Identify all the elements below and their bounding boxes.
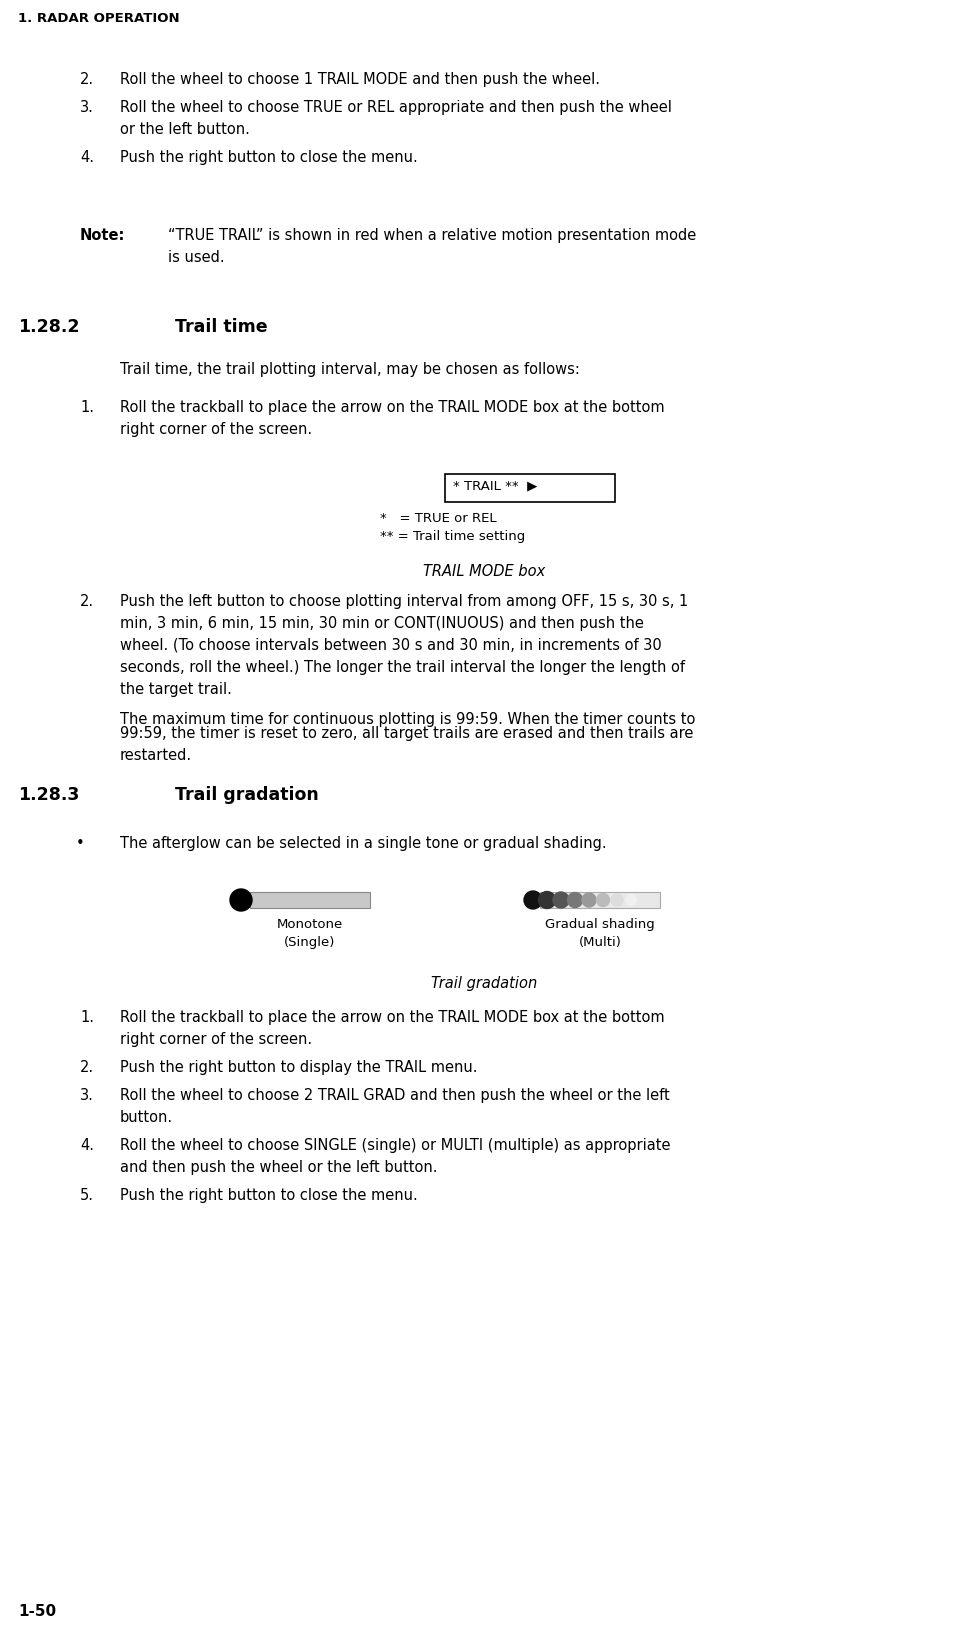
Circle shape	[553, 893, 569, 907]
Text: Roll the wheel to choose 2 TRAIL GRAD and then push the wheel or the left: Roll the wheel to choose 2 TRAIL GRAD an…	[120, 1089, 670, 1103]
Text: The afterglow can be selected in a single tone or gradual shading.: The afterglow can be selected in a singl…	[120, 836, 607, 850]
Text: Trail time: Trail time	[175, 318, 267, 336]
Text: 1.: 1.	[80, 400, 94, 415]
Circle shape	[230, 889, 252, 911]
Text: •: •	[76, 836, 85, 850]
Circle shape	[596, 893, 610, 906]
Text: *   = TRUE or REL: * = TRUE or REL	[380, 512, 497, 526]
Text: Push the right button to close the menu.: Push the right button to close the menu.	[120, 1188, 418, 1203]
Text: Roll the wheel to choose TRUE or REL appropriate and then push the wheel: Roll the wheel to choose TRUE or REL app…	[120, 100, 672, 114]
Text: The maximum time for continuous plotting is 99:59. When the timer counts to: The maximum time for continuous plotting…	[120, 712, 695, 726]
Text: Gradual shading: Gradual shading	[545, 917, 655, 930]
Text: 2.: 2.	[80, 1061, 94, 1075]
Text: Push the right button to close the menu.: Push the right button to close the menu.	[120, 150, 418, 165]
Text: button.: button.	[120, 1110, 173, 1124]
Circle shape	[582, 893, 596, 907]
Text: Trail time, the trail plotting interval, may be chosen as follows:: Trail time, the trail plotting interval,…	[120, 362, 580, 377]
Text: restarted.: restarted.	[120, 747, 192, 764]
Circle shape	[625, 894, 637, 906]
Text: wheel. (To choose intervals between 30 s and 30 min, in increments of 30: wheel. (To choose intervals between 30 s…	[120, 638, 662, 653]
Text: * TRAIL **  ▶: * TRAIL ** ▶	[453, 480, 537, 491]
FancyBboxPatch shape	[445, 473, 615, 503]
Bar	[250, 893, 370, 907]
Text: Roll the trackball to place the arrow on the TRAIL MODE box at the bottom: Roll the trackball to place the arrow on…	[120, 400, 665, 415]
Circle shape	[538, 891, 556, 909]
Text: 1.28.3: 1.28.3	[18, 787, 79, 805]
Text: Push the right button to display the TRAIL menu.: Push the right button to display the TRA…	[120, 1061, 477, 1075]
Text: 1.: 1.	[80, 1010, 94, 1025]
Text: 2.: 2.	[80, 72, 94, 86]
Text: seconds, roll the wheel.) The longer the trail interval the longer the length of: seconds, roll the wheel.) The longer the…	[120, 659, 685, 676]
Text: 5.: 5.	[80, 1188, 94, 1203]
Circle shape	[611, 894, 623, 906]
Text: the target trail.: the target trail.	[120, 682, 232, 697]
Text: 3.: 3.	[80, 1089, 94, 1103]
Text: Monotone: Monotone	[277, 917, 343, 930]
Text: ** = Trail time setting: ** = Trail time setting	[380, 530, 526, 543]
Text: 1.28.2: 1.28.2	[18, 318, 79, 336]
Text: 1. RADAR OPERATION: 1. RADAR OPERATION	[18, 11, 180, 24]
Text: is used.: is used.	[168, 250, 225, 264]
Circle shape	[524, 891, 542, 909]
Text: (Single): (Single)	[285, 937, 336, 948]
Text: or the left button.: or the left button.	[120, 122, 250, 137]
Text: 99:59, the timer is reset to zero, all target trails are erased and then trails : 99:59, the timer is reset to zero, all t…	[120, 726, 693, 741]
Text: “TRUE TRAIL” is shown in red when a relative motion presentation mode: “TRUE TRAIL” is shown in red when a rela…	[168, 228, 696, 243]
Text: 2.: 2.	[80, 594, 94, 609]
Circle shape	[567, 893, 583, 907]
Text: Note:: Note:	[80, 228, 126, 243]
Bar	[540, 893, 660, 907]
Text: 1-50: 1-50	[18, 1604, 56, 1619]
Text: Trail gradation: Trail gradation	[431, 976, 537, 991]
Text: 3.: 3.	[80, 100, 94, 114]
Text: TRAIL MODE box: TRAIL MODE box	[423, 565, 545, 579]
Text: and then push the wheel or the left button.: and then push the wheel or the left butt…	[120, 1160, 438, 1175]
Text: right corner of the screen.: right corner of the screen.	[120, 1031, 312, 1048]
Text: Trail gradation: Trail gradation	[175, 787, 318, 805]
Text: right corner of the screen.: right corner of the screen.	[120, 423, 312, 437]
Text: Roll the wheel to choose 1 TRAIL MODE and then push the wheel.: Roll the wheel to choose 1 TRAIL MODE an…	[120, 72, 600, 86]
Text: 4.: 4.	[80, 1138, 94, 1152]
Text: Push the left button to choose plotting interval from among OFF, 15 s, 30 s, 1: Push the left button to choose plotting …	[120, 594, 688, 609]
Text: Roll the trackball to place the arrow on the TRAIL MODE box at the bottom: Roll the trackball to place the arrow on…	[120, 1010, 665, 1025]
Text: Roll the wheel to choose SINGLE (single) or MULTI (multiple) as appropriate: Roll the wheel to choose SINGLE (single)…	[120, 1138, 671, 1152]
Text: 4.: 4.	[80, 150, 94, 165]
Text: min, 3 min, 6 min, 15 min, 30 min or CONT(INUOUS) and then push the: min, 3 min, 6 min, 15 min, 30 min or CON…	[120, 615, 644, 632]
Text: (Multi): (Multi)	[579, 937, 621, 948]
